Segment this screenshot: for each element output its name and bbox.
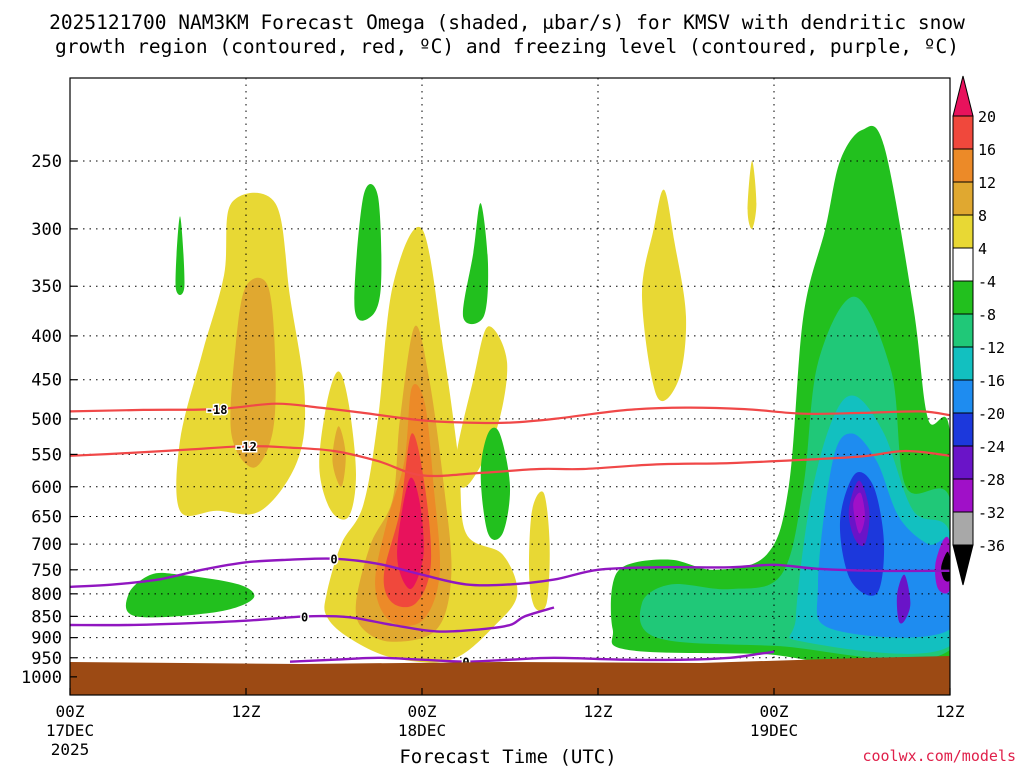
colorbar-swatch xyxy=(952,379,974,414)
colorbar-label: 8 xyxy=(978,207,987,225)
freezing-level-label: 0 xyxy=(301,610,308,624)
omega-region xyxy=(641,189,687,402)
colorbar-label: -20 xyxy=(978,405,1005,423)
dendritic-contour-line xyxy=(70,445,950,478)
chart-title-line-1: 2025121700 NAM3KM Forecast Omega (shaded… xyxy=(49,11,965,34)
colorbar-swatch xyxy=(952,247,974,282)
chart-title-line-2: growth region (contoured, red, ºC) and f… xyxy=(55,35,959,58)
colorbar-swatch xyxy=(952,346,974,381)
dendritic-contour-line xyxy=(70,402,950,425)
colorbar-label: 20 xyxy=(978,108,996,126)
colorbar-swatch xyxy=(952,148,974,183)
freezing-level-label: 0 xyxy=(330,553,337,567)
colorbar-label: -8 xyxy=(978,306,996,324)
omega-region xyxy=(332,426,346,487)
x-tick-date: 19DEC xyxy=(750,721,798,740)
y-tick-label: 800 xyxy=(31,585,62,605)
y-tick-label: 450 xyxy=(31,371,62,391)
freezing-level-line xyxy=(289,650,775,663)
dendritic-contour-label: -12 xyxy=(235,440,257,454)
y-tick-label: 650 xyxy=(31,508,62,528)
y-tick-label: 500 xyxy=(31,410,62,430)
omega-region xyxy=(455,326,508,488)
x-tick-label: 00Z xyxy=(408,702,437,721)
x-tick-date: 18DEC xyxy=(398,721,446,740)
colorbar-label: -16 xyxy=(978,372,1005,390)
omega-region xyxy=(462,203,489,325)
x-tick-label: 00Z xyxy=(56,702,85,721)
colorbar-swatch xyxy=(952,214,974,249)
omega-region xyxy=(230,277,276,468)
omega-region xyxy=(896,574,911,624)
dendritic-contour-label: -18 xyxy=(206,403,228,417)
omega-region xyxy=(397,477,424,590)
colorbar-label: -28 xyxy=(978,471,1005,489)
x-tick-date: 17DEC xyxy=(46,721,94,740)
omega-shading xyxy=(125,125,950,674)
x-tick-year: 2025 xyxy=(51,740,90,759)
omega-region xyxy=(175,216,185,295)
y-tick-label: 900 xyxy=(31,629,62,649)
contour-lines: -18-12000 xyxy=(70,402,950,671)
x-tick-label: 12Z xyxy=(936,702,965,721)
colorbar-label: -4 xyxy=(978,273,996,291)
y-tick-label: 400 xyxy=(31,327,62,347)
omega-region xyxy=(747,160,757,229)
x-tick-label: 12Z xyxy=(584,702,613,721)
colorbar-swatch xyxy=(952,280,974,315)
y-tick-label: 600 xyxy=(31,478,62,498)
colorbar-label: -12 xyxy=(978,339,1005,357)
colorbar-label: 4 xyxy=(978,240,987,258)
colorbar-label: -32 xyxy=(978,504,1005,522)
omega-region xyxy=(354,183,382,321)
colorbar-swatch xyxy=(952,313,974,348)
credit-url: coolwx.com/models xyxy=(862,747,1016,765)
x-tick-label: 12Z xyxy=(232,702,261,721)
ground-terrain xyxy=(70,656,950,695)
colorbar-bottom-arrow xyxy=(952,544,974,586)
colorbar-label: -36 xyxy=(978,537,1005,555)
freezing-level-line xyxy=(70,557,950,588)
colorbar-swatch xyxy=(952,181,974,216)
colorbar-swatch xyxy=(952,115,974,150)
y-tick-label: 1000 xyxy=(21,668,62,688)
y-axis: 2503003504004505005506006507007508008509… xyxy=(21,152,77,688)
y-tick-label: 700 xyxy=(31,535,62,555)
colorbar-swatch xyxy=(952,412,974,447)
y-tick-label: 750 xyxy=(31,561,62,581)
y-tick-label: 300 xyxy=(31,220,62,240)
colorbar-label: 12 xyxy=(978,174,996,192)
colorbar-legend: 20 16 12 8 4 -4 -8 -12 -16 -20 -24 -28 -32 -36 xyxy=(952,75,1005,586)
omega-region xyxy=(125,572,255,618)
y-tick-label: 550 xyxy=(31,445,62,465)
x-tick-label: 00Z xyxy=(760,702,789,721)
omega-region xyxy=(480,427,511,540)
y-tick-label: 850 xyxy=(31,607,62,627)
colorbar-swatch xyxy=(952,445,974,480)
colorbar-swatch xyxy=(952,511,974,546)
colorbar-swatch xyxy=(952,478,974,513)
y-tick-label: 950 xyxy=(31,649,62,669)
colorbar-label: 16 xyxy=(978,141,996,159)
omega-region xyxy=(853,492,865,534)
y-tick-label: 350 xyxy=(31,277,62,297)
y-tick-label: 250 xyxy=(31,152,62,172)
plot-frame xyxy=(69,77,951,696)
x-axis-title: Forecast Time (UTC) xyxy=(399,746,616,768)
colorbar-label: -24 xyxy=(978,438,1005,456)
omega-region xyxy=(941,551,950,582)
freezing-level-line xyxy=(70,606,555,633)
colorbar-top-arrow xyxy=(952,75,974,117)
